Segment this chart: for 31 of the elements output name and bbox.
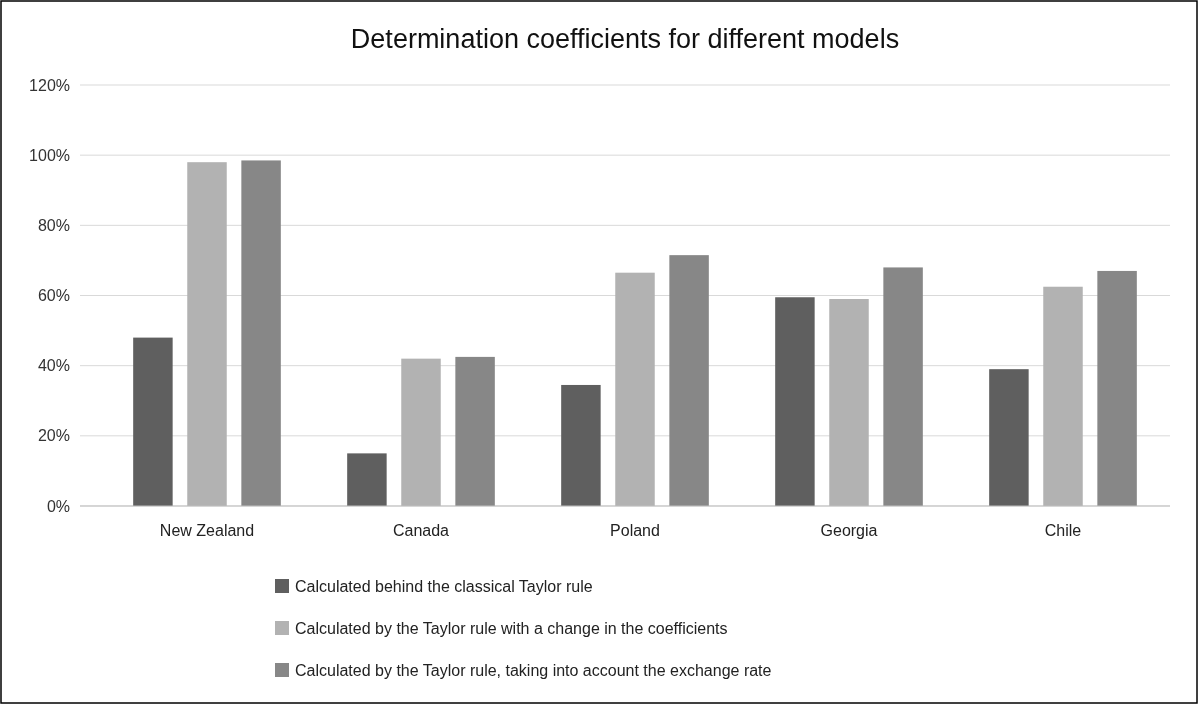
x-tick-label: Chile <box>1044 522 1082 539</box>
chart-title: Determination coefficients for different models <box>350 24 900 54</box>
bar <box>187 162 227 506</box>
legend-label: Calculated behind the classical Taylor rule <box>295 577 593 595</box>
y-tick-label: 0% <box>46 497 70 515</box>
bar <box>347 453 387 506</box>
x-tick-label: Poland <box>610 522 660 539</box>
bar <box>775 297 815 506</box>
y-tick-label: 120% <box>29 76 70 94</box>
bar <box>133 337 173 506</box>
bar <box>455 356 495 506</box>
bar <box>829 299 869 506</box>
bar <box>561 384 601 506</box>
bar <box>669 255 709 506</box>
x-tick-label: Canada <box>392 522 450 539</box>
x-tick-label: Georgia <box>820 522 878 539</box>
legend-label: Calculated by the Taylor rule with a change in the coefficients <box>295 619 728 637</box>
bar <box>401 358 441 506</box>
bar <box>1043 286 1083 506</box>
y-tick-label: 100% <box>29 146 70 164</box>
bar <box>615 272 655 506</box>
bar <box>883 267 923 506</box>
y-tick-label: 40% <box>37 357 70 375</box>
y-tick-label: 80% <box>37 216 70 234</box>
y-tick-label: 60% <box>37 287 70 305</box>
y-tick-label: 20% <box>37 427 70 445</box>
bar <box>241 160 281 506</box>
x-tick-label: New Zealand <box>159 522 255 539</box>
bar <box>989 369 1029 506</box>
bar <box>1097 270 1137 506</box>
legend-label: Calculated by the Taylor rule, taking into account the exchange rate <box>295 661 772 679</box>
